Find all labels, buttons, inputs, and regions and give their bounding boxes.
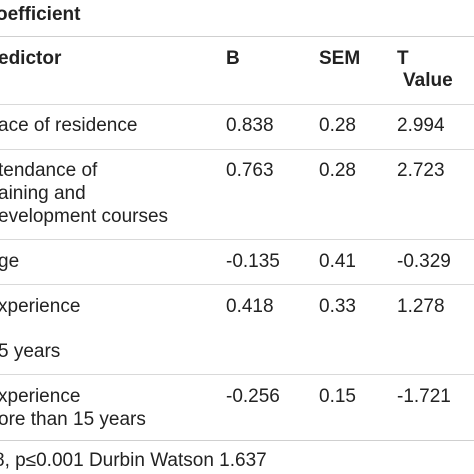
header-b: B [226,48,240,69]
t-cell: 2.723 [397,160,445,181]
t-cell: 1.278 [397,296,445,317]
predictor-cell: ore than 15 years [0,409,146,430]
divider [0,149,474,150]
divider [0,239,474,240]
header-sem: SEM [319,48,361,69]
predictor-cell: ace of residence [0,115,138,136]
divider [0,104,474,105]
predictor-cell: 5 years [0,341,61,362]
t-cell: 2.994 [397,115,445,136]
divider [0,284,474,285]
b-cell: 0.838 [226,115,274,136]
header-t-line1: T [397,48,409,69]
divider [0,440,474,441]
predictor-cell: tendance of [0,160,98,181]
table-title: oefficient [0,4,81,25]
b-cell: 0.763 [226,160,274,181]
header-predictor: edictor [0,48,62,69]
divider [0,36,474,37]
predictor-cell: xperience [0,296,81,317]
predictor-cell: ge [0,251,20,272]
predictor-cell: aining and [0,183,86,204]
sem-cell: 0.33 [319,296,356,317]
sem-cell: 0.28 [319,115,356,136]
b-cell: -0.256 [226,386,280,407]
t-cell: -0.329 [397,251,451,272]
header-t-line2: Value [403,70,453,91]
sem-cell: 0.15 [319,386,356,407]
predictor-cell: evelopment courses [0,206,169,227]
table-footnote: 8, p≤0.001 Durbin Watson 1.637 [0,450,267,471]
divider [0,374,474,375]
predictor-cell: xperience [0,386,81,407]
sem-cell: 0.41 [319,251,356,272]
t-cell: -1.721 [397,386,451,407]
b-cell: -0.135 [226,251,280,272]
b-cell: 0.418 [226,296,274,317]
sem-cell: 0.28 [319,160,356,181]
